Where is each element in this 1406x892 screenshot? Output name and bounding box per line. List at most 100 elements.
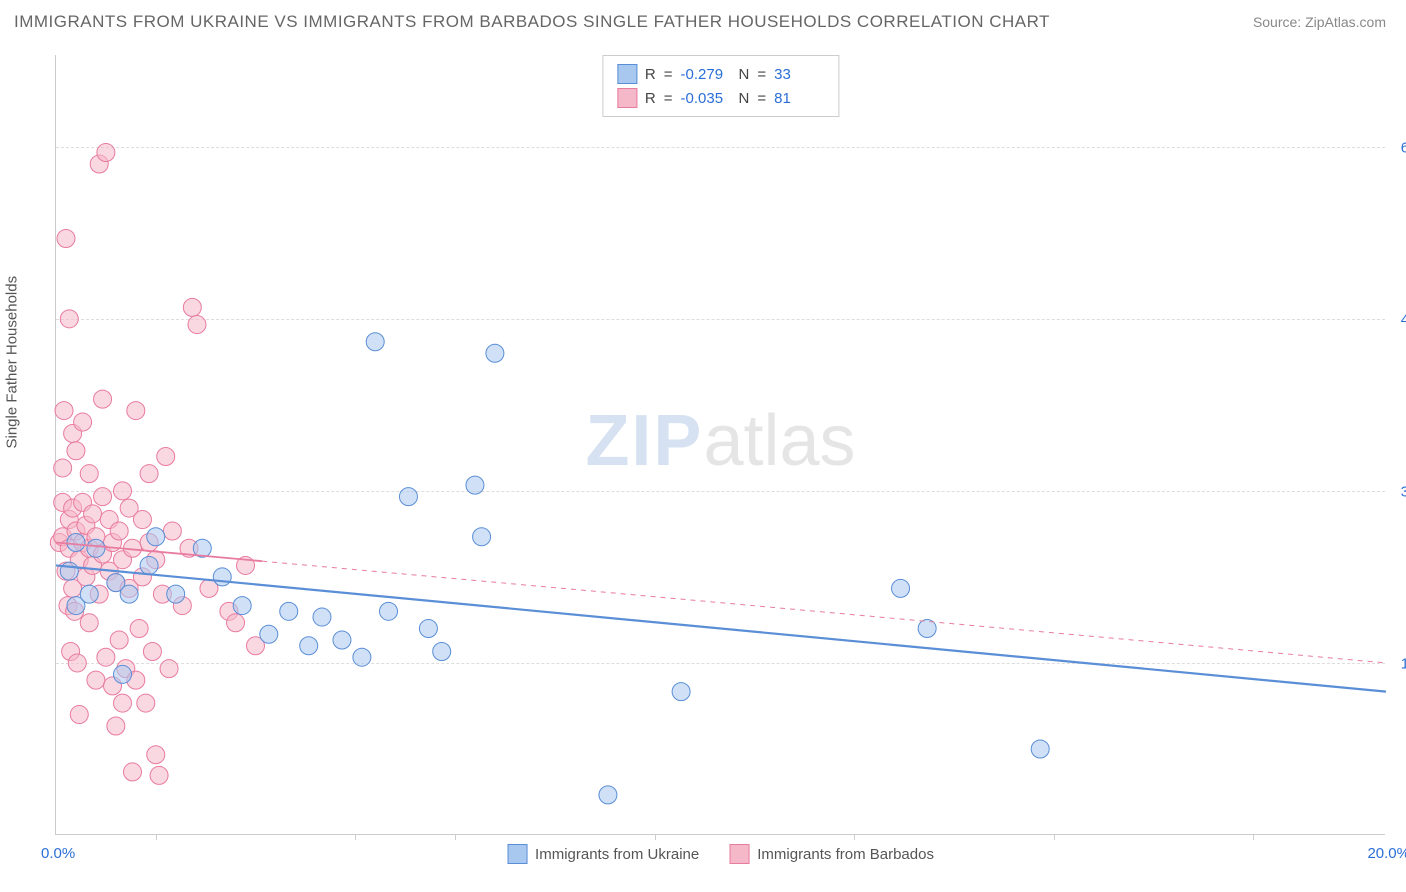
- x-tick: [1054, 834, 1055, 840]
- legend-r-label: R: [645, 66, 656, 83]
- data-point: [163, 522, 181, 540]
- data-point: [120, 585, 138, 603]
- data-point: [140, 465, 158, 483]
- data-point: [80, 585, 98, 603]
- data-point: [147, 746, 165, 764]
- x-tick: [355, 834, 356, 840]
- data-point: [94, 390, 112, 408]
- series-a-name: Immigrants from Ukraine: [535, 846, 699, 863]
- data-point: [140, 556, 158, 574]
- data-point: [1031, 740, 1049, 758]
- legend-row-b: R = -0.035 N = 81: [617, 86, 824, 110]
- data-point: [137, 694, 155, 712]
- data-point: [110, 522, 128, 540]
- data-point: [473, 528, 491, 546]
- data-point: [892, 579, 910, 597]
- legend-swatch-b: [617, 88, 637, 108]
- trend-line-dashed: [262, 561, 1386, 663]
- data-point: [87, 671, 105, 689]
- data-point: [399, 488, 417, 506]
- data-point: [213, 568, 231, 586]
- data-point: [183, 298, 201, 316]
- data-point: [157, 447, 175, 465]
- chart-title: IMMIGRANTS FROM UKRAINE VS IMMIGRANTS FR…: [14, 12, 1050, 32]
- x-tick: [854, 834, 855, 840]
- data-point: [60, 562, 78, 580]
- x-max-label: 20.0%: [1367, 845, 1406, 862]
- legend-r-b: -0.035: [681, 90, 731, 107]
- y-tick-label: 6.0%: [1401, 139, 1406, 156]
- data-point: [60, 310, 78, 328]
- source-label: Source: ZipAtlas.com: [1253, 14, 1386, 30]
- legend-n-label: N: [739, 90, 750, 107]
- data-point: [486, 344, 504, 362]
- data-point: [107, 717, 125, 735]
- data-point: [366, 333, 384, 351]
- data-point: [260, 625, 278, 643]
- data-point: [70, 706, 88, 724]
- legend-n-b: 81: [774, 90, 824, 107]
- data-point: [160, 660, 178, 678]
- data-point: [97, 648, 115, 666]
- data-point: [280, 602, 298, 620]
- data-point: [167, 585, 185, 603]
- data-point: [55, 402, 73, 420]
- data-point: [672, 683, 690, 701]
- data-point: [130, 620, 148, 638]
- legend-swatch-a: [617, 64, 637, 84]
- data-point: [353, 648, 371, 666]
- x-min-label: 0.0%: [41, 845, 75, 862]
- data-point: [419, 620, 437, 638]
- y-axis-label: Single Father Households: [4, 276, 21, 449]
- bottom-legend-a: Immigrants from Ukraine: [507, 844, 699, 864]
- data-point: [80, 465, 98, 483]
- data-point: [57, 230, 75, 248]
- series-b-name: Immigrants from Barbados: [757, 846, 934, 863]
- bottom-legend: Immigrants from Ukraine Immigrants from …: [507, 844, 934, 864]
- data-point: [68, 654, 86, 672]
- data-point: [333, 631, 351, 649]
- data-point: [300, 637, 318, 655]
- data-point: [380, 602, 398, 620]
- data-point: [94, 488, 112, 506]
- data-point: [233, 597, 251, 615]
- scatter-plot: [56, 55, 1385, 834]
- data-point: [80, 614, 98, 632]
- data-point: [97, 144, 115, 162]
- legend-box: R = -0.279 N = 33 R = -0.035 N = 81: [602, 55, 839, 117]
- data-point: [123, 763, 141, 781]
- data-point: [54, 459, 72, 477]
- data-point: [127, 402, 145, 420]
- legend-swatch-b: [729, 844, 749, 864]
- data-point: [110, 631, 128, 649]
- legend-eq: =: [664, 90, 673, 107]
- x-tick: [655, 834, 656, 840]
- legend-n-label: N: [739, 66, 750, 83]
- data-point: [466, 476, 484, 494]
- data-point: [114, 665, 132, 683]
- data-point: [74, 413, 92, 431]
- data-point: [114, 482, 132, 500]
- data-point: [227, 614, 245, 632]
- legend-eq: =: [757, 66, 766, 83]
- data-point: [147, 528, 165, 546]
- legend-n-a: 33: [774, 66, 824, 83]
- y-tick-label: 4.5%: [1401, 311, 1406, 328]
- bottom-legend-b: Immigrants from Barbados: [729, 844, 934, 864]
- data-point: [84, 505, 102, 523]
- data-point: [143, 642, 161, 660]
- x-tick: [156, 834, 157, 840]
- data-point: [133, 511, 151, 529]
- data-point: [150, 766, 168, 784]
- data-point: [67, 442, 85, 460]
- plot-area: ZIPatlas 1.5%3.0%4.5%6.0% 0.0% 20.0% R =…: [55, 55, 1385, 835]
- data-point: [67, 534, 85, 552]
- data-point: [433, 642, 451, 660]
- x-tick: [455, 834, 456, 840]
- legend-eq: =: [664, 66, 673, 83]
- trend-line: [56, 565, 1386, 691]
- legend-r-a: -0.279: [681, 66, 731, 83]
- y-tick-label: 1.5%: [1401, 655, 1406, 672]
- y-tick-label: 3.0%: [1401, 483, 1406, 500]
- legend-eq: =: [757, 90, 766, 107]
